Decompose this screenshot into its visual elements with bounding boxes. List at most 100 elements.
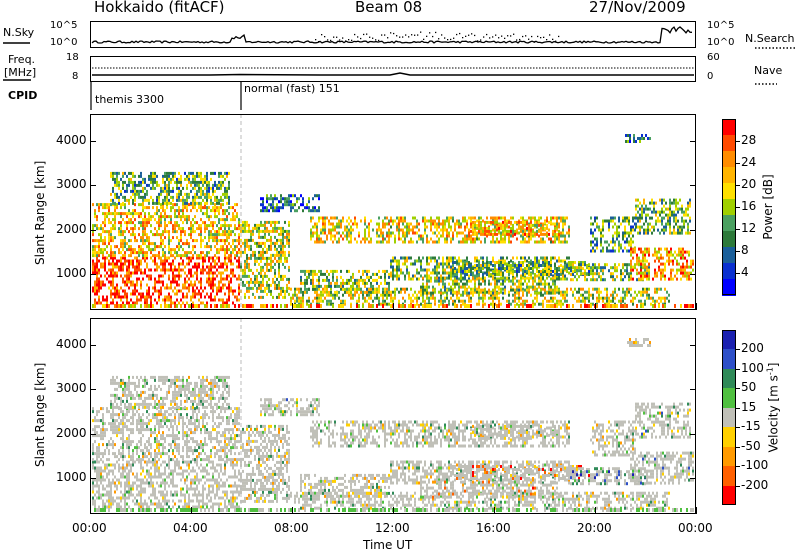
power-colorbar-tick-6: 4 (741, 265, 749, 279)
velocity-colorbar-tick-2: 50 (741, 380, 757, 395)
power-colorbar-segment (722, 199, 736, 216)
velocity-ytick-2000: 2000 (56, 425, 87, 440)
power-colorbar-segment (722, 167, 736, 184)
velocity-colorbar-tick-7: -200 (741, 477, 769, 492)
velocity-ytick-4000: 4000 (56, 336, 87, 351)
power-ytick-mark-2000 (90, 229, 96, 231)
power-colorbar-tick-mark-4 (736, 229, 740, 230)
power-colorbar-tick-mark-5 (736, 251, 740, 252)
date-title: 27/Nov/2009 (589, 0, 686, 16)
power-colorbar-tick-4: 12 (741, 221, 757, 235)
velocity-ytick-mark-right-2000 (690, 433, 696, 435)
power-xtick-mark-2 (292, 303, 293, 310)
velocity-colorbar-segment (722, 349, 736, 370)
power-ytick-mark-right-2000 (690, 229, 696, 231)
velocity-colorbar-tick-6: -100 (741, 458, 769, 473)
velocity-ytick-mark-right-1000 (690, 478, 696, 480)
power-ytick-mark-right-3000 (690, 185, 696, 187)
velocity-colorbar-label: Velocity [m s-1] (765, 362, 781, 453)
power-colorbar-frame (722, 119, 736, 295)
power-panel-frame (90, 114, 696, 310)
power-xtick-mark-0 (90, 303, 91, 310)
xtick-2: 08:00 (274, 521, 309, 535)
xtick-1: 04:00 (173, 521, 208, 535)
noise-search-label: N.Search (745, 32, 795, 45)
noise-plot (91, 26, 693, 44)
power-colorbar-label: Power [dB] (761, 174, 775, 240)
power-colorbar-segment (722, 279, 736, 296)
power-xtick-mark-5 (595, 303, 596, 310)
freq-right-tick-top: 60 (707, 52, 720, 63)
power-colorbar-segment (722, 263, 736, 280)
power-xtick-mark-3 (393, 303, 394, 310)
velocity-panel-frame (90, 318, 696, 514)
power-xtick-mark-6 (696, 303, 697, 310)
cpid-mode-2: normal (fast) 151 (244, 82, 340, 95)
nave-dotted-line (755, 83, 777, 85)
power-colorbar-segment (722, 231, 736, 248)
velocity-colorbar-tick-5: -50 (741, 438, 761, 453)
xtick-5: 20:00 (577, 521, 612, 535)
power-ytick-mark-1000 (90, 274, 96, 276)
velocity-xtick-mark-0 (90, 507, 91, 514)
noise-search-dotted-line (755, 47, 795, 49)
power-ytick-mark-right-4000 (690, 140, 696, 142)
velocity-colorbar-segment (722, 368, 736, 389)
velocity-colorbar-tick-mark-4 (736, 427, 740, 429)
velocity-colorbar-segment (722, 485, 736, 506)
power-xtick-mark-1 (191, 303, 192, 310)
noise-right-tick-top: 10^5 (707, 20, 735, 31)
velocity-colorbar-tick-mark-3 (736, 407, 740, 409)
freq-label-1: Freq. (8, 53, 36, 66)
power-colorbar-segment (722, 135, 736, 152)
velocity-colorbar-tick-mark-5 (736, 446, 740, 448)
power-colorbar-segment (722, 183, 736, 200)
velocity-colorbar-tick-4: -15 (741, 419, 761, 434)
velocity-colorbar-frame (722, 330, 736, 505)
cpid-mode-1: themis 3300 (95, 93, 165, 106)
power-ytick-1000: 1000 (56, 266, 87, 281)
freq-plot (92, 67, 694, 76)
power-colorbar-segment (722, 151, 736, 168)
velocity-xtick-mark-6 (696, 507, 697, 514)
velocity-xtick-mark-4 (494, 507, 495, 514)
velocity-colorbar-segment (722, 446, 736, 467)
power-ylabel: Slant Range [km] (33, 160, 47, 265)
velocity-ytick-mark-right-4000 (690, 344, 696, 346)
power-ytick-mark-3000 (90, 185, 96, 187)
velocity-colorbar-tick-mark-2 (736, 388, 740, 390)
velocity-colorbar-tick-mark-7 (736, 485, 740, 487)
xtick-3: 12:00 (375, 521, 410, 535)
velocity-xtick-mark-3 (393, 507, 394, 514)
power-colorbar-tick-mark-6 (736, 273, 740, 274)
beam-title: Beam 08 (355, 0, 423, 16)
velocity-ytick-mark-3000 (90, 389, 96, 391)
velocity-ytick-mark-1000 (90, 478, 96, 480)
velocity-ytick-1000: 1000 (56, 470, 87, 485)
power-xtick-mark-4 (494, 303, 495, 310)
power-heatmap (92, 114, 694, 310)
velocity-xtick-mark-5 (595, 507, 596, 514)
velocity-colorbar-tick-3: 15 (741, 399, 757, 414)
power-ytick-3000: 3000 (56, 177, 87, 192)
freq-label-2: [MHz] (4, 66, 37, 79)
power-cells (92, 134, 694, 308)
velocity-colorbar-tick-1: 100 (741, 360, 764, 375)
velocity-ytick-3000: 3000 (56, 381, 87, 396)
power-colorbar-tick-mark-0 (736, 141, 740, 142)
noise-left-tick-bottom: 10^0 (50, 37, 78, 48)
power-colorbar-segment (722, 215, 736, 232)
velocity-colorbar-segment (722, 330, 736, 350)
velocity-colorbar-tick-mark-6 (736, 466, 740, 468)
freq-left-tick-top: 18 (66, 52, 79, 63)
velocity-colorbar-segment (722, 427, 736, 448)
freq-left-tick-bottom: 8 (72, 71, 79, 82)
power-colorbar-segment (722, 119, 736, 136)
noise-sky-underline (3, 42, 30, 44)
station-title: Hokkaido (fitACF) (94, 0, 225, 16)
xtick-6: 00:00 (678, 521, 713, 535)
power-colorbar-tick-5: 8 (741, 243, 749, 257)
velocity-xtick-mark-2 (292, 507, 293, 514)
velocity-ytick-mark-2000 (90, 433, 96, 435)
noise-left-tick-top: 10^5 (50, 20, 78, 31)
